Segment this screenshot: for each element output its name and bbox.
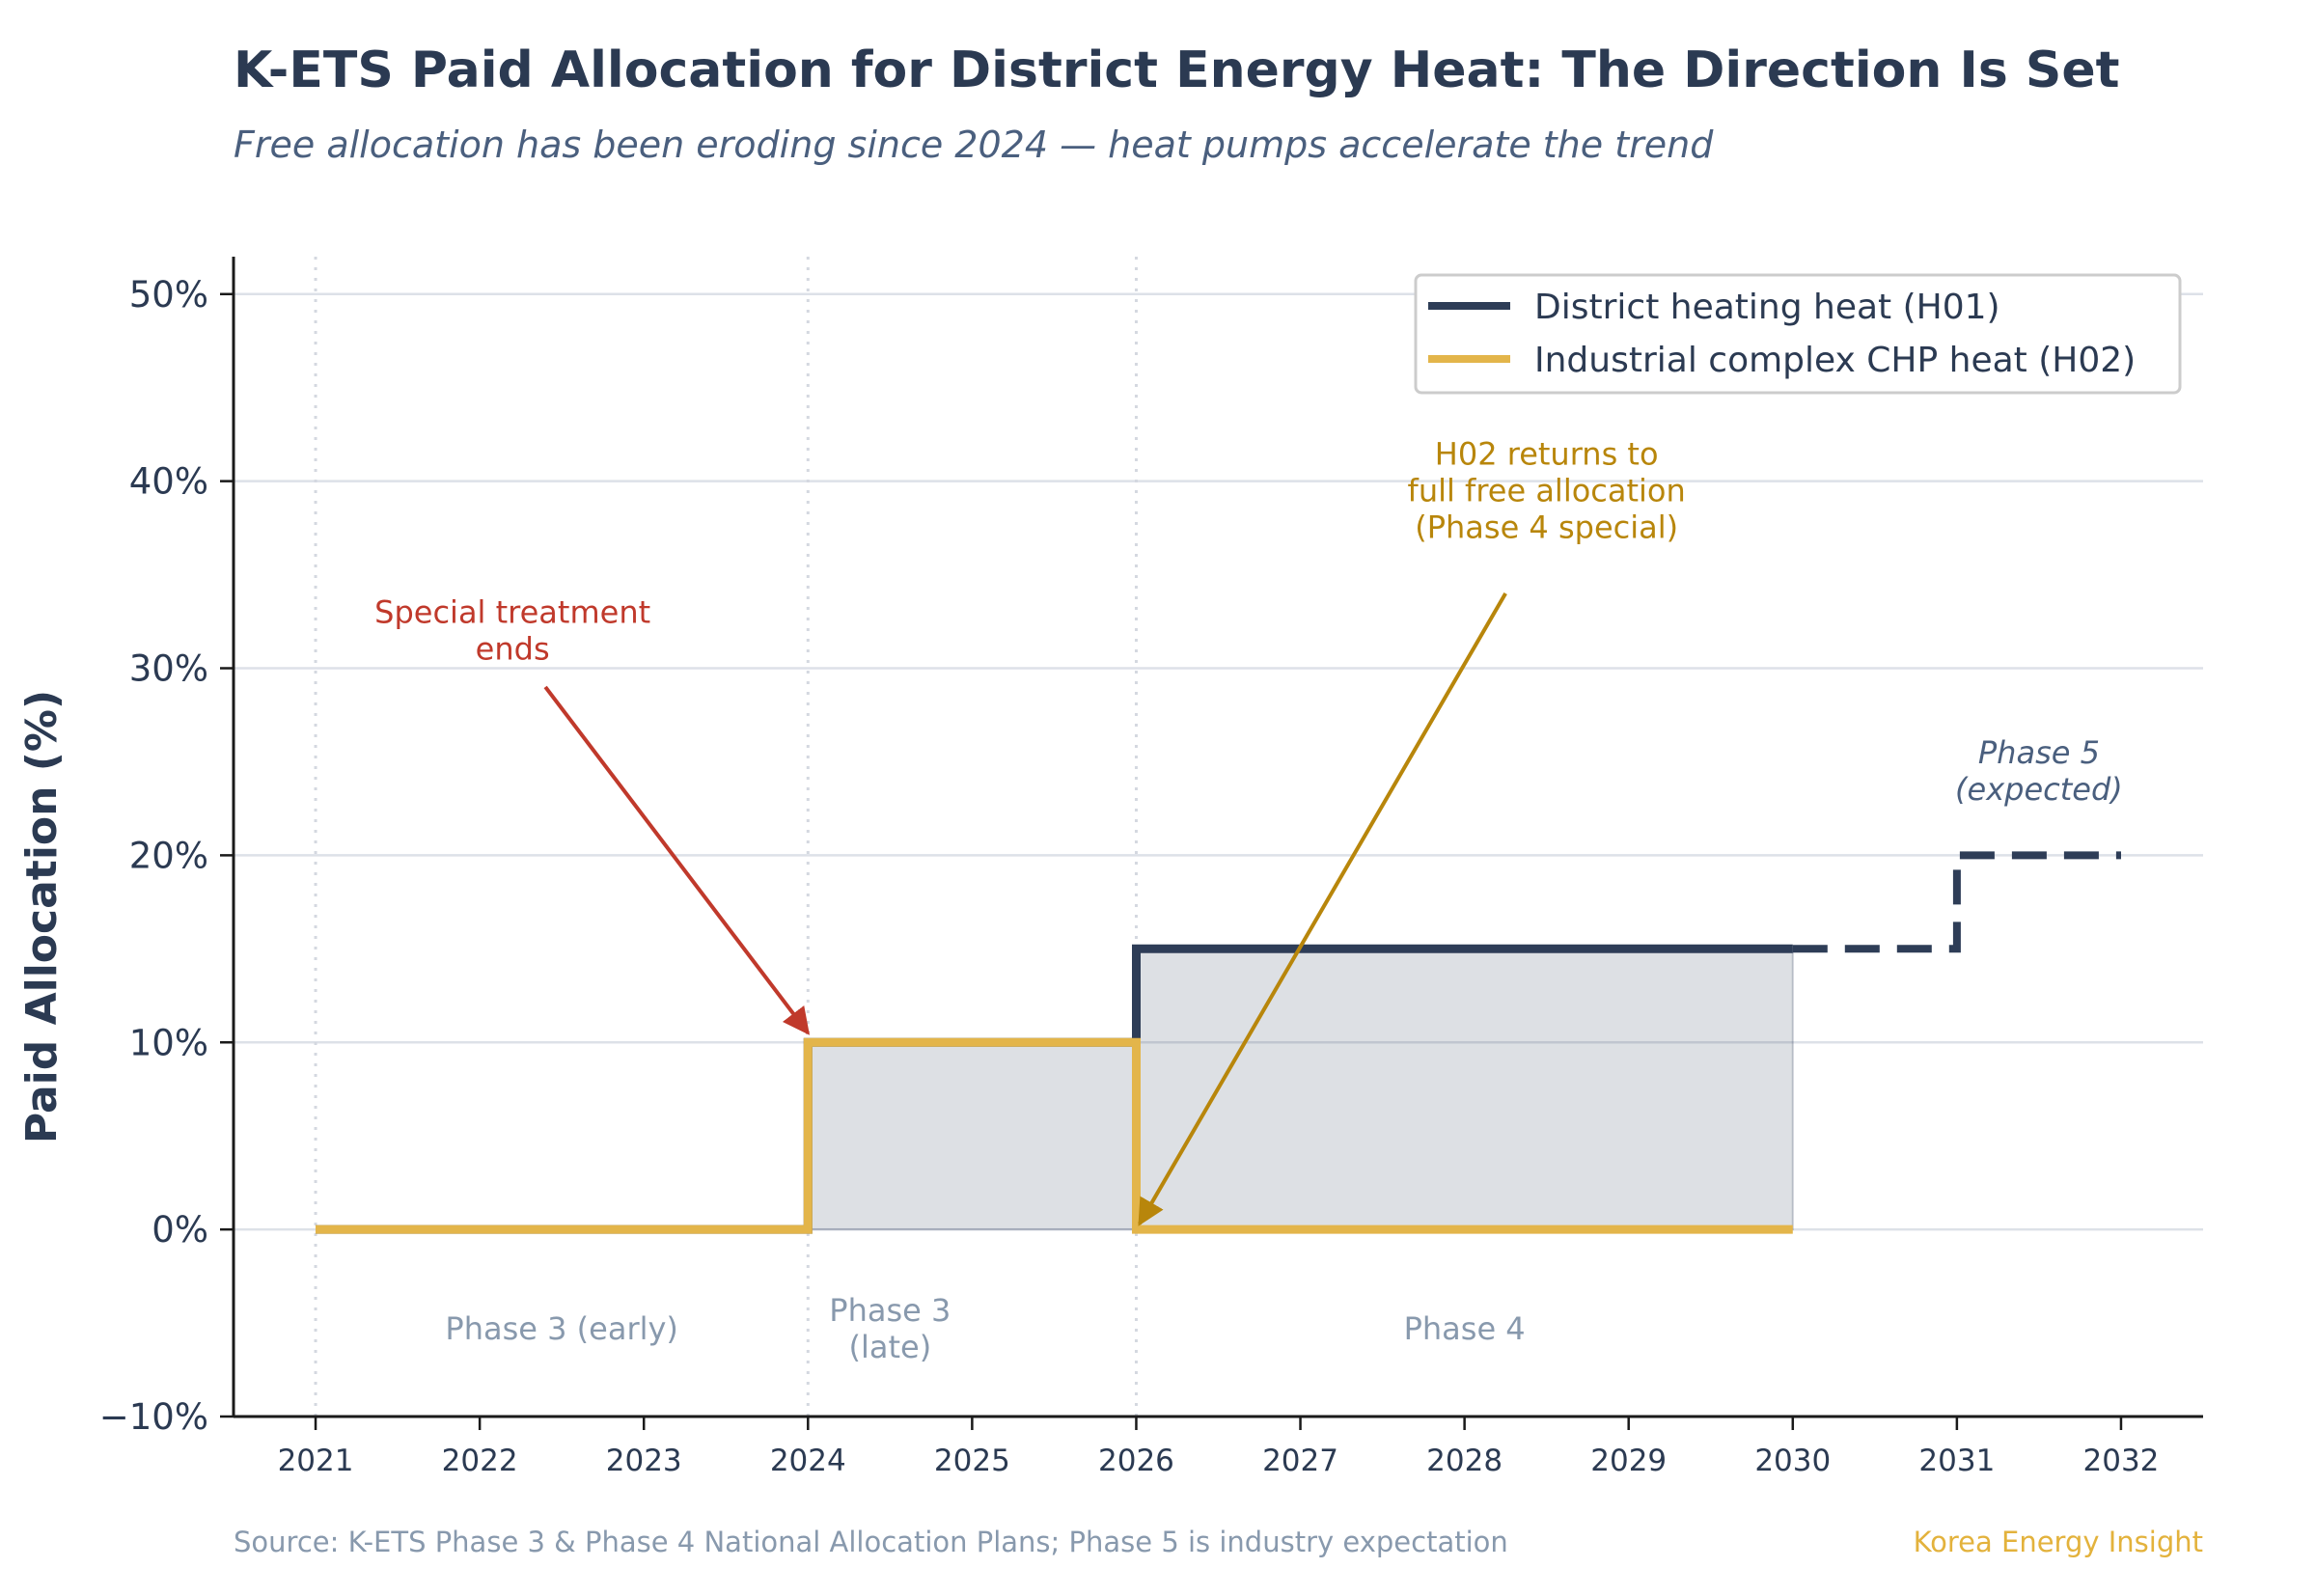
x-tick-labels: 2021 2022 2023 2024 2025 2026 2027 2028 2029 2030… <box>278 1417 2160 1478</box>
brand-label: Korea Energy Insight <box>1914 1526 2203 1558</box>
gridlines <box>234 292 2203 1231</box>
y-tick-label-4: 30% <box>129 648 208 690</box>
x-tick-label-1: 2022 <box>442 1444 518 1478</box>
x-tick-label-5: 2026 <box>1098 1444 1174 1478</box>
y-tick-label-3: 20% <box>129 835 208 876</box>
x-tick-label-7: 2028 <box>1426 1444 1503 1478</box>
x-tick-label-4: 2025 <box>934 1444 1010 1478</box>
annotation-text-1: H02 returns to full free allocation (Phase… <box>1408 435 1686 545</box>
source-note: Source: K-ETS Phase 3 & Phase 4 National… <box>234 1526 1508 1558</box>
series-projection-0 <box>1792 851 2121 953</box>
x-tick-label-6: 2027 <box>1262 1444 1338 1478</box>
y-tick-label-1: 0% <box>152 1209 208 1251</box>
legend-label-h02: Industrial complex CHP heat (H02) <box>1534 341 2136 380</box>
annotations: Special treatment ends H02 returns to full … <box>374 435 2123 1226</box>
legend-label-h01: District heating heat (H01) <box>1534 288 2000 327</box>
x-tick-label-2: 2023 <box>606 1444 682 1478</box>
chart-subtitle: Free allocation has been eroding since 2… <box>234 124 1714 166</box>
phase-boundary-lines <box>314 257 1138 1417</box>
phase-label-0: Phase 3 (early) <box>445 1310 678 1347</box>
x-tick-label-11: 2032 <box>2083 1444 2160 1478</box>
legend-frame <box>1414 273 2182 395</box>
phase-label-1: Phase 3 (late) <box>829 1292 951 1365</box>
y-tick-label-5: 40% <box>129 461 208 503</box>
annotation-text-0: Special treatment ends <box>374 594 650 668</box>
series-line-1 <box>316 1037 1793 1234</box>
y-tick-label-0: −10% <box>99 1396 208 1438</box>
axes <box>232 257 2203 1418</box>
x-tick-label-0: 2021 <box>278 1444 354 1478</box>
x-tick-label-8: 2029 <box>1590 1444 1667 1478</box>
y-tick-labels: −10% 0% 10% 20% 30% 40% 50% <box>99 274 234 1438</box>
annotation-arrow-0 <box>543 685 810 1035</box>
h01-fill-area <box>316 948 1794 1231</box>
y-tick-label-6: 50% <box>129 274 208 316</box>
chart-title: K-ETS Paid Allocation for District Energ… <box>234 41 2119 99</box>
series-fill-0 <box>316 948 1794 1231</box>
legend: District heating heat (H01) Industrial c… <box>1414 273 2182 395</box>
x-tick-label-9: 2030 <box>1754 1444 1831 1478</box>
phase-labels: Phase 3 (early) Phase 3 (late) Phase 4 <box>445 1292 1525 1365</box>
y-axis-label: Paid Allocation (%) <box>17 690 67 1143</box>
x-tick-label-3: 2024 <box>770 1444 846 1478</box>
x-tick-label-10: 2031 <box>1918 1444 1995 1478</box>
annotation-text-2: Phase 5 (expected) <box>1955 734 2123 808</box>
phase-label-2: Phase 4 <box>1404 1310 1526 1347</box>
y-tick-label-2: 10% <box>129 1022 208 1063</box>
annotation-arrow-1 <box>1138 592 1507 1226</box>
series-lines <box>316 851 2121 1234</box>
